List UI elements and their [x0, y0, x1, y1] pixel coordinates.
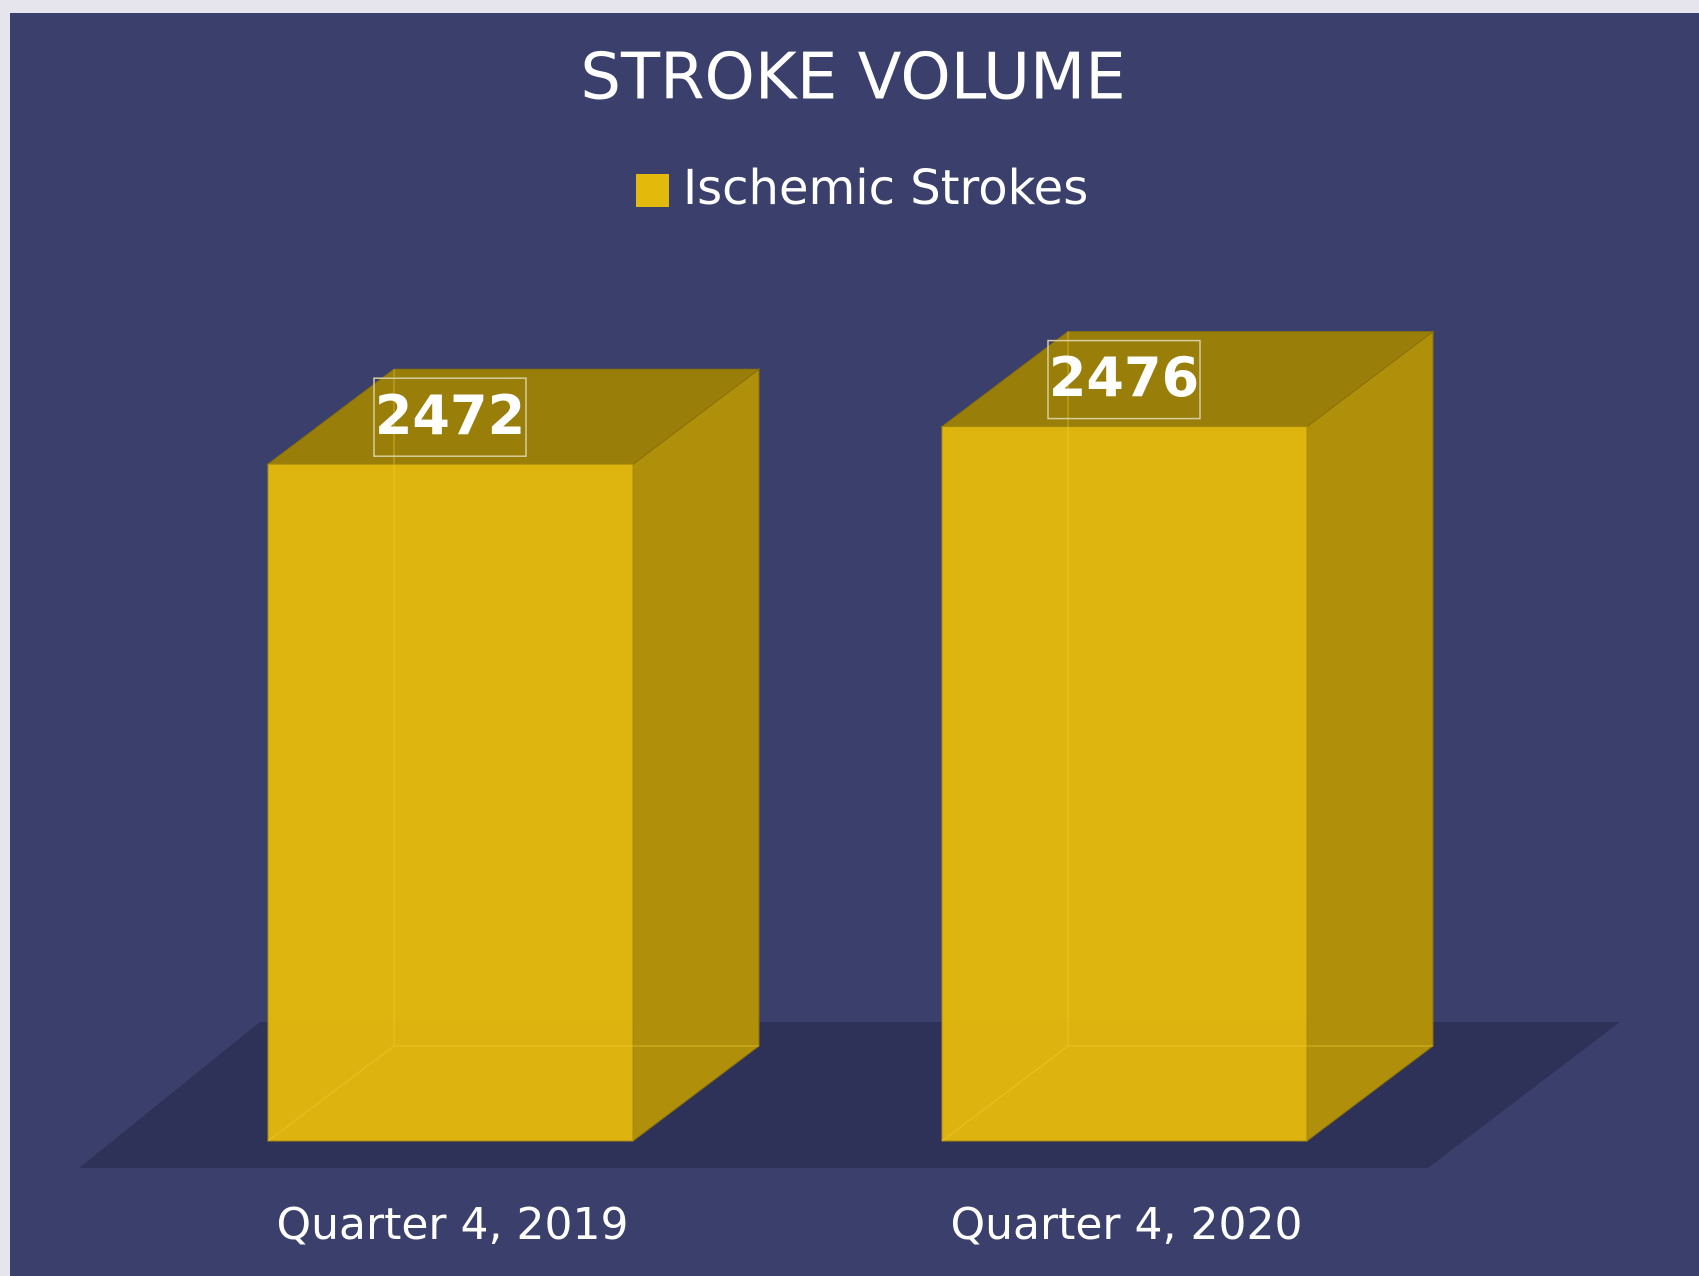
legend-label: Ischemic Strokes [683, 160, 1088, 216]
bar-front [941, 426, 1308, 1142]
data-label-box [1047, 339, 1201, 420]
x-tick-label: Quarter 4, 2020 [951, 1199, 1303, 1250]
data-label: 2472 [375, 384, 525, 447]
x-tick-label: Quarter 4, 2019 [277, 1199, 629, 1250]
bar-front [267, 463, 634, 1142]
bar [266, 368, 761, 1143]
data-label: 2476 [1049, 346, 1199, 409]
chart-title: STROKE VOLUME [580, 41, 1125, 115]
data-label-box [373, 377, 527, 457]
legend-swatch [636, 174, 669, 207]
bar [940, 330, 1435, 1143]
bar-side [1306, 330, 1434, 1143]
bar-side [632, 368, 760, 1143]
